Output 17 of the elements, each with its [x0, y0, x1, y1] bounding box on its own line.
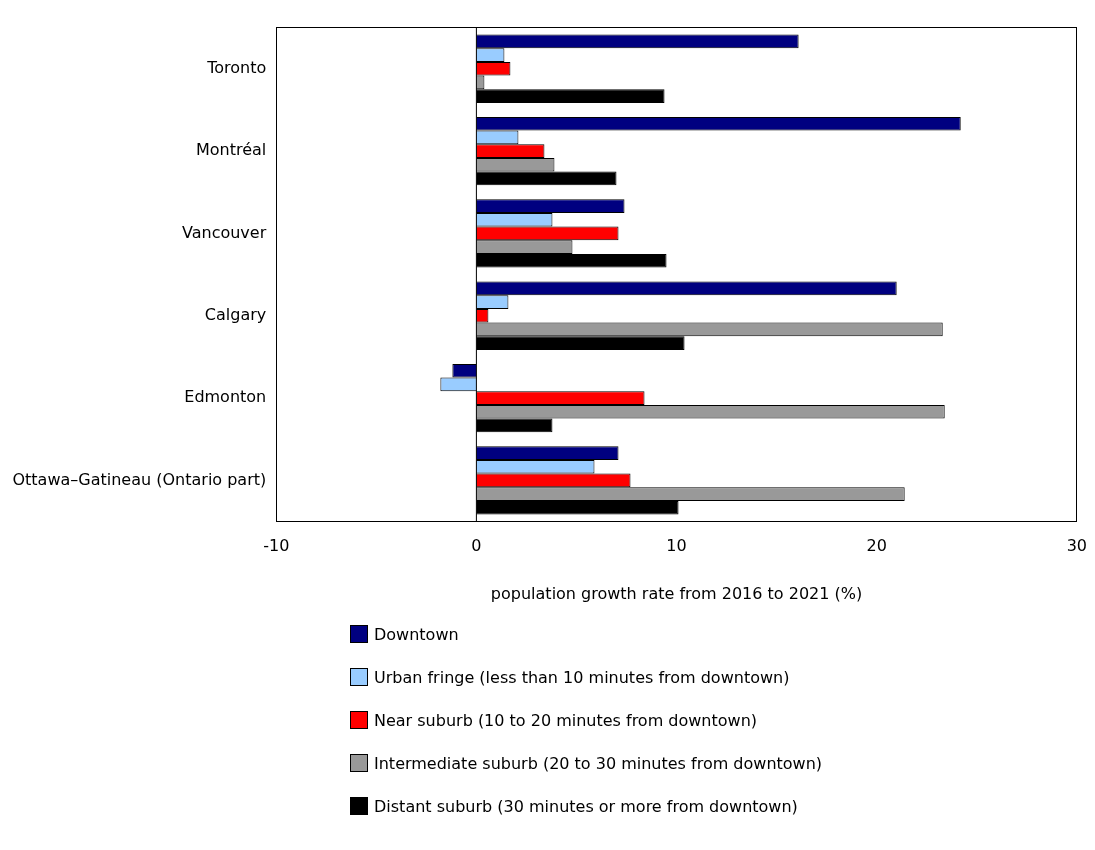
y-tick-label: Calgary	[204, 304, 267, 324]
y-tick-label: Vancouver	[181, 222, 267, 242]
x-tick-label: 10	[666, 536, 687, 556]
y-tick-label: Edmonton	[184, 387, 267, 407]
legend-label: Distant suburb (30 minutes or more from downtown)	[374, 796, 798, 816]
legend-label: Downtown	[374, 624, 459, 644]
y-tick-label: Montréal	[195, 140, 267, 160]
x-tick-label: -10	[263, 536, 290, 556]
legend-label: Intermediate suburb (20 to 30 minutes from downtown)	[374, 753, 823, 773]
x-tick-label: 30	[1066, 536, 1087, 556]
y-tick-label: Toronto	[206, 57, 267, 77]
x-tick-label: 20	[866, 536, 887, 556]
x-tick-label: 0	[471, 536, 482, 556]
y-tick-label: Ottawa–Gatineau (Ontario part)	[12, 469, 267, 489]
x-axis-title: population growth rate from 2016 to 2021 (%)	[490, 583, 863, 603]
legend-label: Urban fringe (less than 10 minutes from downtown)	[374, 667, 790, 687]
legend-label: Near suburb (10 to 20 minutes from downtown)	[374, 710, 758, 730]
